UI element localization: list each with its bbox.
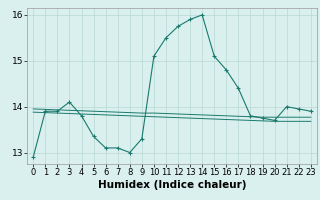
- X-axis label: Humidex (Indice chaleur): Humidex (Indice chaleur): [98, 180, 246, 190]
